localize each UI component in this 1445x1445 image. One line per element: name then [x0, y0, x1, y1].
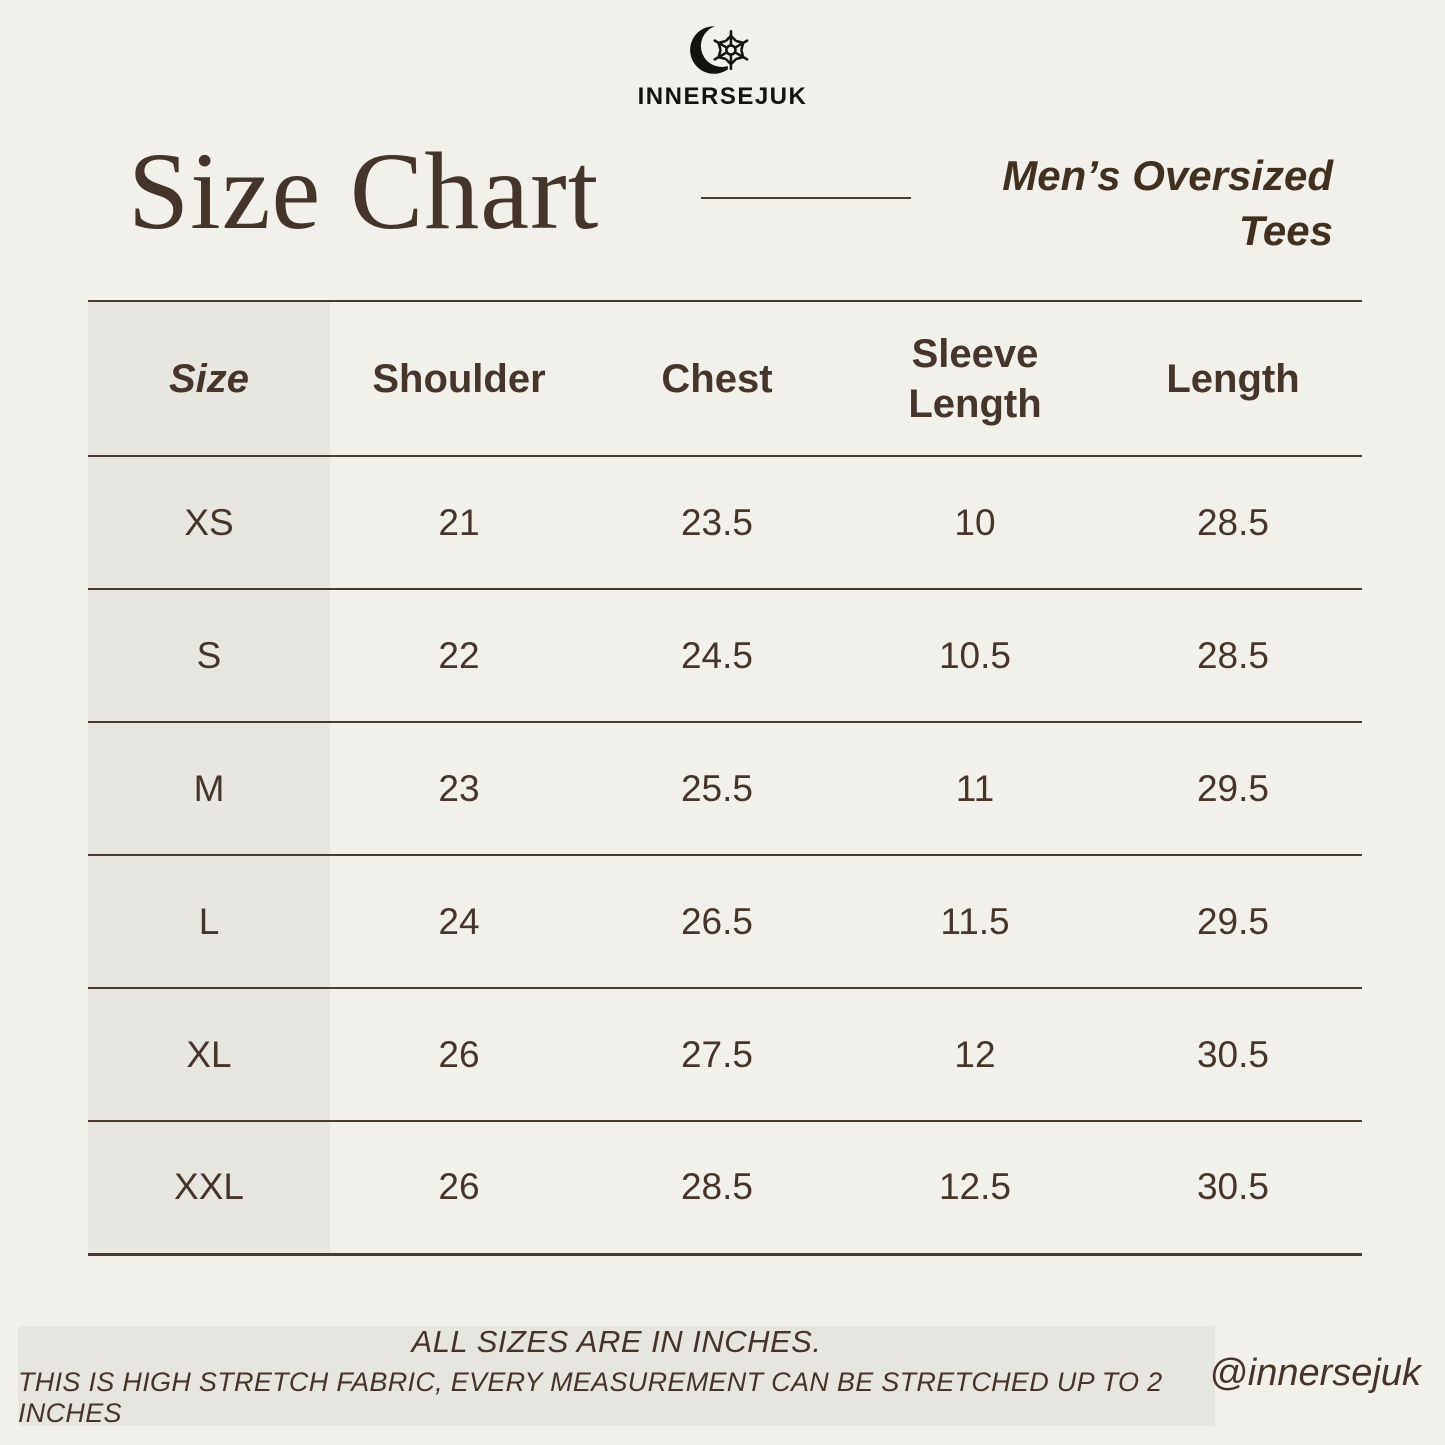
brand-header: INNERSEJUK [0, 20, 1445, 111]
value-cell: 24 [438, 900, 480, 942]
value-cell: 24.5 [680, 634, 753, 676]
crescent-snowflake-icon [689, 26, 757, 74]
value-cell: 22 [438, 634, 480, 676]
brand-name: INNERSEJUK [637, 83, 808, 110]
size-cell: XS [88, 456, 330, 589]
value-cell: 30.5 [1196, 1166, 1269, 1208]
page-subtitle: Men’s Oversized Tees [1002, 152, 1333, 255]
table-row: XL 26 27.5 12 30.5 [88, 988, 1362, 1121]
value-cell: 25.5 [680, 767, 753, 809]
value-cell: 30.5 [1196, 1033, 1269, 1075]
table-row: M 23 25.5 11 29.5 [88, 722, 1362, 855]
footer-note-box: ALL SIZES ARE IN INCHES. THIS IS HIGH ST… [18, 1323, 1215, 1428]
column-header-shoulder: Shoulder [372, 356, 546, 401]
size-chart-table: Size Shoulder Chest Sleeve Length Length… [88, 300, 1362, 1256]
table-row: XS 21 23.5 10 28.5 [88, 456, 1362, 589]
value-cell: 21 [438, 501, 480, 543]
value-cell: 28.5 [680, 1166, 753, 1208]
title-divider [701, 197, 911, 199]
column-header-sleeve-length: Sleeve Length [908, 331, 1042, 426]
column-header-size: Size [88, 301, 330, 456]
footer-units-note: ALL SIZES ARE IN INCHES. [411, 1323, 822, 1359]
table-row: S 22 24.5 10.5 28.5 [88, 589, 1362, 722]
size-cell: L [88, 855, 330, 988]
social-handle: @innersejuk [1209, 1352, 1421, 1394]
value-cell: 12.5 [938, 1166, 1011, 1208]
value-cell: 23.5 [680, 501, 753, 543]
value-cell: 29.5 [1196, 767, 1269, 809]
table-row: L 24 26.5 11.5 29.5 [88, 855, 1362, 988]
value-cell: 11.5 [940, 900, 1010, 942]
value-cell: 11 [955, 767, 995, 809]
value-cell: 12 [954, 1033, 996, 1075]
column-header-length: Length [1166, 356, 1300, 401]
column-header-chest: Chest [661, 356, 773, 401]
value-cell: 10.5 [938, 634, 1011, 676]
table-row: XXL 26 28.5 12.5 30.5 [88, 1121, 1362, 1254]
value-cell: 23 [438, 767, 480, 809]
value-cell: 29.5 [1196, 900, 1269, 942]
footer-stretch-note: THIS IS HIGH STRETCH FABRIC, EVERY MEASU… [18, 1366, 1163, 1428]
value-cell: 10 [954, 501, 996, 543]
size-cell: S [88, 589, 330, 722]
value-cell: 26 [438, 1166, 480, 1208]
value-cell: 26 [438, 1033, 480, 1075]
value-cell: 28.5 [1196, 634, 1269, 676]
value-cell: 26.5 [680, 900, 753, 942]
size-cell: M [88, 722, 330, 855]
page-title: Size Chart [128, 130, 600, 252]
size-cell: XXL [88, 1121, 330, 1254]
size-cell: XL [88, 988, 330, 1121]
value-cell: 28.5 [1196, 501, 1269, 543]
table-header-row: Size Shoulder Chest Sleeve Length Length [88, 301, 1362, 456]
value-cell: 27.5 [680, 1033, 753, 1075]
